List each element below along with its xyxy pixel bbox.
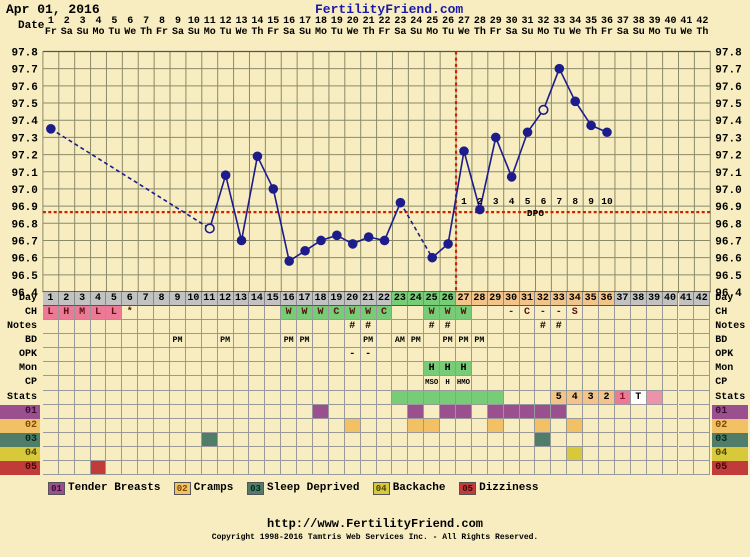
svg-text:97.8: 97.8 bbox=[715, 48, 742, 60]
svg-text:97.7: 97.7 bbox=[715, 65, 741, 77]
svg-text:4: 4 bbox=[509, 196, 515, 207]
svg-text:97.5: 97.5 bbox=[715, 99, 742, 111]
svg-text:96.6: 96.6 bbox=[715, 254, 741, 266]
svg-text:97.7: 97.7 bbox=[11, 65, 37, 77]
svg-text:97.3: 97.3 bbox=[11, 133, 38, 145]
svg-text:96.5: 96.5 bbox=[715, 271, 742, 283]
svg-text:97.6: 97.6 bbox=[715, 82, 741, 94]
svg-text:97.8: 97.8 bbox=[11, 48, 38, 60]
svg-text:2: 2 bbox=[477, 196, 483, 207]
svg-text:96.7: 96.7 bbox=[11, 236, 37, 248]
svg-text:DPO: DPO bbox=[527, 208, 544, 219]
svg-text:1: 1 bbox=[461, 196, 467, 207]
svg-text:6: 6 bbox=[541, 196, 547, 207]
svg-text:97.2: 97.2 bbox=[11, 151, 37, 163]
svg-text:97.0: 97.0 bbox=[11, 185, 37, 197]
svg-text:97.4: 97.4 bbox=[715, 116, 742, 128]
svg-text:97.1: 97.1 bbox=[11, 168, 38, 180]
svg-text:96.8: 96.8 bbox=[715, 219, 742, 231]
svg-text:10: 10 bbox=[601, 196, 613, 207]
svg-text:9: 9 bbox=[588, 196, 594, 207]
svg-text:97.6: 97.6 bbox=[11, 82, 37, 94]
svg-text:96.7: 96.7 bbox=[715, 236, 741, 248]
svg-text:97.2: 97.2 bbox=[715, 151, 741, 163]
svg-text:97.0: 97.0 bbox=[715, 185, 741, 197]
svg-text:97.1: 97.1 bbox=[715, 168, 742, 180]
svg-text:96.6: 96.6 bbox=[11, 254, 37, 266]
svg-text:96.5: 96.5 bbox=[11, 271, 38, 283]
svg-text:97.5: 97.5 bbox=[11, 99, 38, 111]
svg-text:96.9: 96.9 bbox=[11, 202, 37, 214]
svg-text:8: 8 bbox=[572, 196, 578, 207]
svg-text:96.8: 96.8 bbox=[11, 219, 38, 231]
svg-text:7: 7 bbox=[556, 196, 562, 207]
svg-text:96.9: 96.9 bbox=[715, 202, 741, 214]
svg-text:97.3: 97.3 bbox=[715, 133, 742, 145]
svg-text:3: 3 bbox=[493, 196, 499, 207]
svg-text:97.4: 97.4 bbox=[11, 116, 38, 128]
svg-text:5: 5 bbox=[525, 196, 531, 207]
